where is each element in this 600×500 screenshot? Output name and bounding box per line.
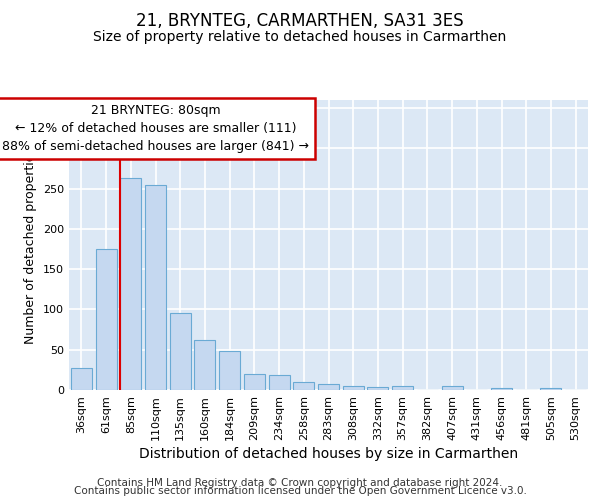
Text: Size of property relative to detached houses in Carmarthen: Size of property relative to detached ho… <box>94 30 506 44</box>
Bar <box>170 314 191 390</box>
Bar <box>343 386 364 390</box>
Bar <box>541 388 562 390</box>
Text: Contains HM Land Registry data © Crown copyright and database right 2024.: Contains HM Land Registry data © Crown c… <box>97 478 503 488</box>
Y-axis label: Number of detached properties: Number of detached properties <box>25 146 37 344</box>
Text: 21, BRYNTEG, CARMARTHEN, SA31 3ES: 21, BRYNTEG, CARMARTHEN, SA31 3ES <box>136 12 464 30</box>
Bar <box>293 382 314 390</box>
Bar <box>269 374 290 390</box>
Bar <box>244 374 265 390</box>
Bar <box>367 387 388 390</box>
Bar <box>392 386 413 390</box>
Bar <box>120 178 141 390</box>
Bar <box>95 249 116 390</box>
Bar <box>71 368 92 390</box>
Bar <box>491 388 512 390</box>
Text: Contains public sector information licensed under the Open Government Licence v3: Contains public sector information licen… <box>74 486 526 496</box>
Bar <box>442 386 463 390</box>
Bar <box>145 184 166 390</box>
Bar <box>318 384 339 390</box>
Text: 21 BRYNTEG: 80sqm
← 12% of detached houses are smaller (111)
88% of semi-detache: 21 BRYNTEG: 80sqm ← 12% of detached hous… <box>2 104 309 153</box>
Bar <box>219 352 240 390</box>
Bar <box>194 340 215 390</box>
X-axis label: Distribution of detached houses by size in Carmarthen: Distribution of detached houses by size … <box>139 447 518 461</box>
